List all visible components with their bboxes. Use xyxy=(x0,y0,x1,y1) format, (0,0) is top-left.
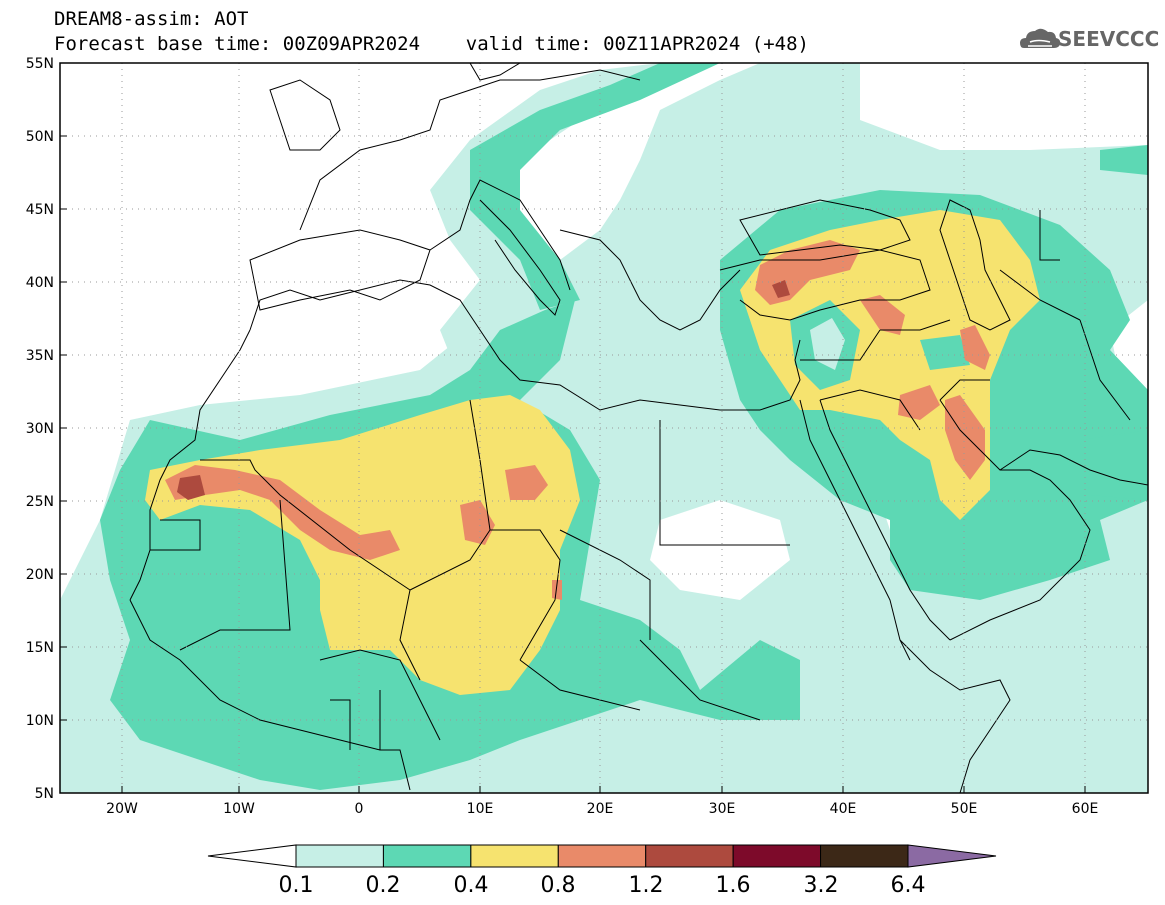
lat-label: 5N xyxy=(35,786,54,802)
colorbar-segment xyxy=(382,844,472,868)
colorbar-labels: 0.1 0.2 0.4 0.8 1.2 1.6 3.2 6.4 xyxy=(279,873,926,898)
colorbar-low-arrow xyxy=(207,844,297,868)
colorbar-segment xyxy=(295,844,384,868)
lat-label: 15N xyxy=(26,640,54,656)
aot-field xyxy=(60,63,1148,793)
map-title: DREAM8-assim: AOT xyxy=(54,8,249,30)
lon-label: 20W xyxy=(106,801,138,817)
colorbar-label: 3.2 xyxy=(804,873,839,898)
lat-label: 40N xyxy=(26,275,54,291)
lat-label: 20N xyxy=(26,567,54,583)
lat-label: 45N xyxy=(26,202,54,218)
colorbar-segment xyxy=(732,844,822,868)
colorbar-segment xyxy=(645,844,734,868)
cloud-logo-icon xyxy=(1020,28,1061,48)
colorbar-high-arrow xyxy=(907,844,997,868)
colorbar-label: 0.1 xyxy=(279,873,314,898)
forecast-time-line: Forecast base time: 00Z09APR2024 valid t… xyxy=(54,33,809,55)
lat-label: 55N xyxy=(26,56,54,72)
colorbar-label: 0.4 xyxy=(454,873,489,898)
lat-label: 25N xyxy=(26,494,54,510)
lat-label: 30N xyxy=(26,421,54,437)
lon-label: 20E xyxy=(587,801,614,817)
lon-label: 10E xyxy=(467,801,494,817)
logo-text: SEEVCCC xyxy=(1058,27,1160,51)
lon-label: 0 xyxy=(355,801,364,817)
lon-label: 40E xyxy=(830,801,857,817)
latitude-labels: 55N 50N 45N 40N 35N 30N 25N 20N 15N 10N … xyxy=(26,56,54,802)
colorbar-label: 6.4 xyxy=(891,873,926,898)
colorbar-segment xyxy=(820,844,909,868)
colorbar-label: 1.2 xyxy=(629,873,664,898)
colorbar-label: 1.6 xyxy=(716,873,751,898)
lat-label: 35N xyxy=(26,348,54,364)
lon-label: 50E xyxy=(951,801,978,817)
colorbar-segment xyxy=(470,844,559,868)
lon-label: 30E xyxy=(709,801,736,817)
graticule xyxy=(60,63,1148,793)
colorbar-segment xyxy=(557,844,647,868)
lon-label: 60E xyxy=(1072,801,1099,817)
lat-label: 10N xyxy=(26,713,54,729)
colorbar-label: 0.8 xyxy=(541,873,576,898)
axis-ticks xyxy=(60,62,1086,793)
longitude-labels: 20W 10W 0 10E 20E 30E 40E 50E 60E xyxy=(106,801,1098,817)
colorbar xyxy=(207,844,997,868)
colorbar-label: 0.2 xyxy=(366,873,401,898)
lon-label: 10W xyxy=(223,801,255,817)
lat-label: 50N xyxy=(26,129,54,145)
